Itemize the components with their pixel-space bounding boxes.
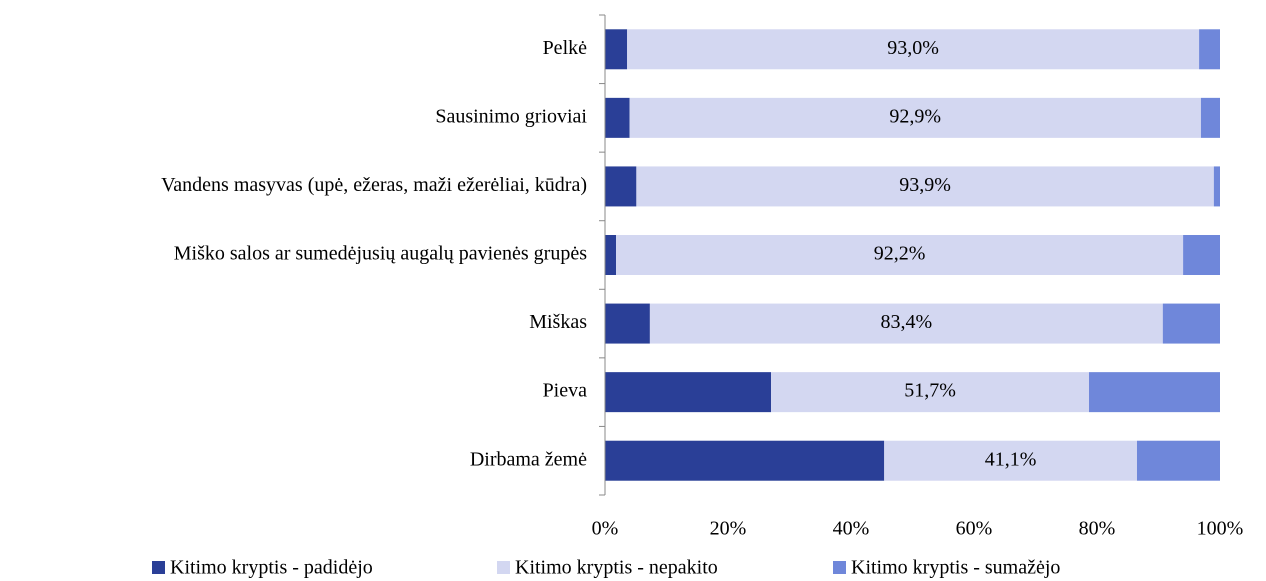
bar-segment — [771, 372, 1090, 413]
x-tick-label: 80% — [1079, 518, 1116, 540]
value-label: 93,9% — [899, 174, 951, 196]
bar-segment — [605, 440, 885, 481]
bar-segment — [627, 29, 1200, 70]
y-tick-label: Sausinimo grioviai — [435, 105, 587, 127]
x-tick-label: 60% — [956, 518, 993, 540]
legend-swatch — [833, 561, 846, 574]
bar-segment — [884, 440, 1137, 481]
bar-segment — [605, 235, 617, 275]
y-tick-label: Miško salos ar sumedėjusių augalų pavien… — [174, 243, 587, 265]
bar-segment — [1089, 372, 1220, 413]
value-label: 51,7% — [904, 380, 956, 402]
y-tick-label: Pieva — [543, 380, 588, 402]
y-tick-label: Dirbama žemė — [470, 448, 587, 470]
bar-segment — [1162, 303, 1220, 344]
value-label: 92,9% — [889, 105, 941, 127]
x-tick-label: 20% — [710, 518, 747, 540]
bar-segment — [649, 303, 1163, 344]
bar-segment — [1200, 97, 1220, 138]
bar-segment — [1213, 166, 1220, 207]
bar-segment — [605, 29, 628, 70]
legend-swatch — [497, 561, 510, 574]
value-label: 92,2% — [874, 243, 926, 265]
value-label: 83,4% — [881, 311, 933, 333]
bar-segment — [616, 235, 1184, 275]
legend-label: Kitimo kryptis - sumažėjo — [851, 557, 1060, 579]
value-label: 93,0% — [887, 37, 939, 59]
bar-segment — [605, 97, 630, 138]
y-tick-label: Miškas — [529, 311, 587, 333]
x-tick-label: 40% — [833, 518, 870, 540]
x-tick-label: 100% — [1197, 518, 1244, 540]
bar-segment — [629, 97, 1201, 138]
value-label: 41,1% — [985, 448, 1037, 470]
legend-swatch — [152, 561, 165, 574]
x-tick-label: 0% — [592, 518, 619, 540]
bar-segment — [1136, 440, 1220, 481]
bar-segment — [1199, 29, 1220, 70]
legend-label: Kitimo kryptis - nepakito — [515, 557, 718, 579]
y-tick-label: Vandens masyvas (upė, ežeras, maži ežerė… — [161, 174, 587, 196]
legend-label: Kitimo kryptis - padidėjo — [170, 557, 373, 579]
bar-segment — [636, 166, 1214, 207]
bar-segment — [605, 372, 772, 413]
bar-segment — [605, 303, 650, 344]
y-tick-label: Pelkė — [543, 37, 588, 59]
bar-segment — [605, 166, 637, 207]
bar-segment — [1183, 235, 1220, 275]
